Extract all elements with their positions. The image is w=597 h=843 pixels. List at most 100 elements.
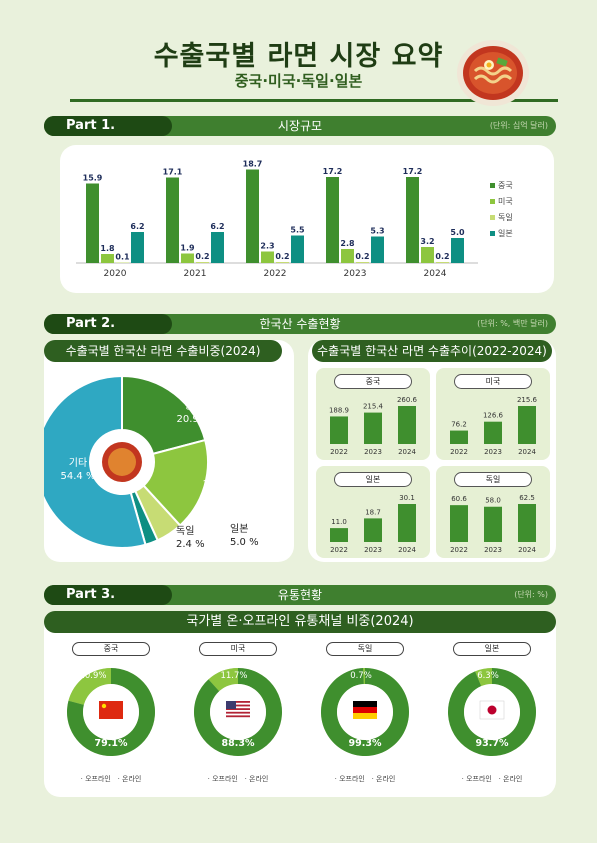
flag-icon bbox=[479, 700, 505, 720]
part3-unit: (단위: %) bbox=[514, 590, 548, 599]
flag-stripe bbox=[226, 701, 250, 703]
trend-bar bbox=[364, 518, 382, 542]
trend-value-label: 18.7 bbox=[365, 508, 381, 516]
trend-year-label: 2022 bbox=[450, 448, 468, 456]
legend-label-germany: 독일 bbox=[498, 213, 513, 222]
donut-label: 일본 bbox=[230, 523, 248, 535]
bar-2023-0 bbox=[326, 177, 339, 263]
trend-year-label: 2022 bbox=[450, 546, 468, 554]
trend-card-label: 일본 bbox=[334, 472, 412, 487]
trend-year-label: 2023 bbox=[484, 546, 502, 554]
legend-swatch-japan bbox=[490, 231, 495, 236]
flag-icon bbox=[99, 701, 123, 719]
bar-value-label: 17.2 bbox=[403, 167, 423, 176]
online-value: 0.7% bbox=[350, 671, 372, 681]
donut-value: 54.4 % bbox=[61, 471, 96, 482]
bar-2022-3 bbox=[291, 235, 304, 263]
donut-slice-0 bbox=[121, 374, 207, 456]
online-slice bbox=[68, 668, 111, 705]
flag-stripe bbox=[226, 715, 250, 718]
offline-value: 99.3% bbox=[349, 738, 382, 749]
legend-swatch-usa bbox=[490, 199, 495, 204]
trend-bar bbox=[484, 421, 502, 444]
trend-value-label: 260.6 bbox=[397, 396, 418, 404]
bar-value-label: 5.5 bbox=[290, 226, 305, 235]
trend-mini-chart: 11.0 2022 18.7 2023 30.1 2024 bbox=[330, 494, 416, 554]
part1-bar bbox=[44, 116, 556, 136]
donut-slice-1 bbox=[142, 438, 209, 527]
donut-value: 17.3 % bbox=[203, 479, 238, 490]
trend-card: 중국 188.9 2022 215.4 2023 260.6 2024 bbox=[316, 368, 430, 460]
offline-slice bbox=[194, 668, 282, 756]
trend-value-label: 215.6 bbox=[517, 396, 538, 404]
bar-value-label: 6.2 bbox=[130, 222, 144, 231]
bar-value-label: 15.9 bbox=[83, 174, 103, 183]
donut-label: 기타 bbox=[69, 457, 87, 469]
legend-label-china: 중국 bbox=[498, 181, 513, 190]
channel-donut: 0.7% 99.3% bbox=[321, 668, 409, 756]
part3-title: 유통현황 bbox=[277, 588, 323, 602]
legend-online: · 온라인 bbox=[244, 775, 269, 783]
flag-stripe bbox=[226, 704, 250, 707]
bar-2021-1 bbox=[181, 253, 194, 263]
online-value: 20.9% bbox=[79, 671, 106, 681]
trend-value-label: 30.1 bbox=[399, 494, 415, 502]
legend-online: · 온라인 bbox=[371, 775, 396, 783]
bar-2024-3 bbox=[451, 238, 464, 263]
legend-online: · 온라인 bbox=[117, 775, 142, 783]
legend-label-usa: 미국 bbox=[498, 197, 513, 206]
flag-band bbox=[353, 707, 377, 713]
trend-mini-chart: 60.6 2022 58.0 2023 62.5 2024 bbox=[450, 494, 536, 554]
trend-bar bbox=[330, 416, 348, 444]
trend-year-label: 2024 bbox=[398, 546, 416, 554]
flag-icon bbox=[226, 701, 250, 719]
export-trend-grid: 중국 188.9 2022 215.4 2023 260.6 2024 미국 76.2 2022 1… bbox=[316, 368, 552, 558]
offline-value: 93.7% bbox=[476, 738, 509, 749]
channel-legend: · 오프라인 · 온라인 bbox=[52, 774, 170, 784]
trend-card-label: 독일 bbox=[454, 472, 532, 487]
bar-value-label: 1.8 bbox=[100, 244, 115, 253]
trend-value-label: 62.5 bbox=[519, 494, 535, 502]
x-tick-label: 2020 bbox=[104, 269, 127, 279]
flag-canton bbox=[226, 701, 236, 709]
part1-title: 시장규모 bbox=[277, 119, 323, 133]
legend-online: · 온라인 bbox=[498, 775, 523, 783]
trend-card-label: 미국 bbox=[454, 374, 532, 389]
trend-value-label: 60.6 bbox=[451, 495, 467, 503]
title-divider bbox=[70, 99, 558, 102]
flag-disc bbox=[487, 705, 497, 715]
market-legend: 중국 미국 독일 일본 bbox=[490, 180, 513, 239]
donut-label: 미국 bbox=[211, 465, 229, 477]
legend-offline: · 오프라인 bbox=[80, 775, 111, 783]
channel-donut: 20.9% 79.1% bbox=[67, 668, 155, 756]
online-value: 11.7% bbox=[220, 671, 247, 681]
legend-offline: · 오프라인 bbox=[334, 775, 365, 783]
bar-value-label: 17.1 bbox=[163, 168, 183, 177]
donut-value: 5.0 % bbox=[230, 537, 259, 548]
ramen-bowl-icon bbox=[457, 40, 529, 106]
bar-2023-3 bbox=[371, 236, 384, 263]
trend-year-label: 2023 bbox=[364, 546, 382, 554]
legend-swatch-germany bbox=[490, 215, 495, 220]
offline-value: 79.1% bbox=[95, 738, 128, 749]
trend-bar bbox=[398, 504, 416, 542]
offline-slice bbox=[67, 668, 155, 756]
ramen-noodle-icon bbox=[108, 448, 136, 476]
bar-2022-2 bbox=[276, 262, 289, 263]
bar-2024-2 bbox=[436, 262, 449, 263]
trend-year-label: 2023 bbox=[364, 448, 382, 456]
trend-year-label: 2023 bbox=[484, 448, 502, 456]
trend-year-label: 2022 bbox=[330, 448, 348, 456]
trend-mini-chart: 188.9 2022 215.4 2023 260.6 2024 bbox=[329, 396, 418, 456]
trend-card-label: 중국 bbox=[334, 374, 412, 389]
trend-year-label: 2024 bbox=[398, 448, 416, 456]
trend-value-label: 76.2 bbox=[451, 421, 467, 429]
trend-card: 독일 60.6 2022 58.0 2023 62.5 2024 bbox=[436, 466, 550, 558]
x-tick-label: 2023 bbox=[344, 269, 367, 279]
flag-band bbox=[353, 713, 377, 719]
bar-2024-0 bbox=[406, 177, 419, 263]
part3-bar bbox=[44, 585, 556, 605]
bar-2020-0 bbox=[86, 183, 99, 263]
channel-charts: 중국 20.9% 79.1% · 오프라인 · 온라인 미국 11.7% 88.3% · 오프… bbox=[44, 638, 556, 794]
channel-donut: 11.7% 88.3% bbox=[194, 668, 282, 756]
